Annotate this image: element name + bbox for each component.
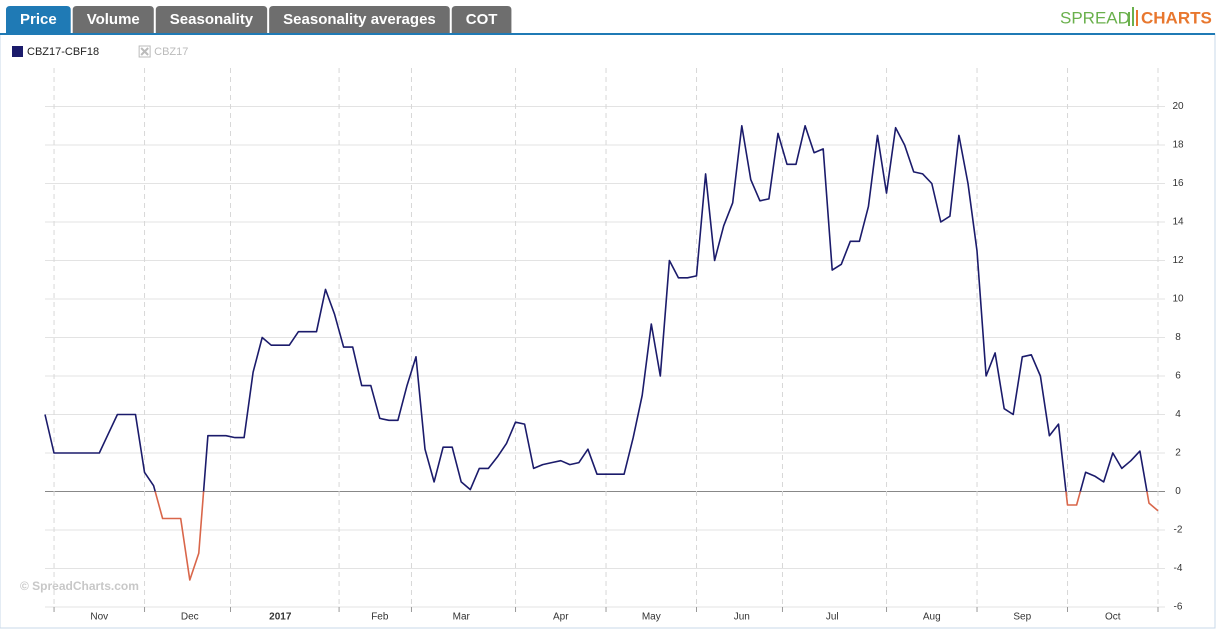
y-tick-label: 18: [1172, 140, 1184, 151]
x-tick-label: May: [642, 612, 661, 623]
logo-icon: [1136, 10, 1138, 26]
legend-swatch[interactable]: [12, 46, 23, 57]
x-tick-label: Dec: [181, 612, 199, 623]
tab[interactable]: [155, 6, 268, 33]
y-tick-label: 4: [1175, 409, 1181, 420]
tab-label[interactable]: Seasonality: [170, 11, 254, 28]
watermark: © SpreadCharts.com: [20, 579, 139, 593]
x-tick-label: Mar: [453, 612, 471, 623]
logo-text: SPREAD: [1060, 8, 1130, 27]
y-tick-label: 2: [1175, 448, 1181, 459]
y-tick-label: 14: [1172, 217, 1184, 228]
legend-swatch[interactable]: [140, 47, 149, 56]
tab-label[interactable]: Volume: [87, 11, 140, 28]
x-tick-label: Oct: [1105, 612, 1121, 623]
tab-bar: Price Volume Seasonality Seasonality averag…: [6, 6, 512, 33]
tab[interactable]: [269, 6, 450, 33]
x-tick-label: Jun: [734, 612, 750, 623]
tab-label[interactable]: COT: [466, 11, 498, 28]
y-tick-label: 12: [1172, 255, 1184, 266]
x-tick-label: Jul: [826, 612, 839, 623]
y-tick-label: -6: [1174, 602, 1183, 613]
legend: CBZ17-CBF18 CBZ17: [12, 45, 188, 58]
x-tick-label: Nov: [90, 612, 108, 623]
price-line: [44, 125, 1159, 581]
x-tick-label: Apr: [553, 612, 569, 623]
logo-icon: [1128, 12, 1130, 26]
logo-icon: [1132, 7, 1134, 26]
tab-label[interactable]: Price: [20, 11, 57, 28]
y-tick-label: 10: [1172, 294, 1184, 305]
tab[interactable]: [72, 6, 154, 33]
tab-label[interactable]: Seasonality averages: [283, 11, 436, 28]
legend-label[interactable]: CBZ17-CBF18: [27, 46, 99, 58]
y-tick-label: -4: [1174, 563, 1183, 574]
logo-text: CHARTS: [1141, 8, 1212, 27]
tab[interactable]: [451, 6, 512, 33]
x-tick-label: Feb: [371, 612, 389, 623]
x-tick-label: Aug: [923, 612, 941, 623]
y-tick-label: 0: [1175, 486, 1181, 497]
x-tick-label: Sep: [1013, 612, 1031, 623]
logo: SPREAD CHARTS: [1060, 7, 1212, 27]
x-tick-label: 2017: [269, 612, 292, 623]
y-tick-label: 8: [1175, 332, 1181, 343]
chart-frame: [0, 33, 1216, 629]
tab[interactable]: [6, 6, 71, 33]
y-tick-label: 20: [1172, 101, 1184, 112]
y-tick-label: -2: [1174, 525, 1183, 536]
legend-label[interactable]: CBZ17: [154, 46, 188, 58]
y-tick-label: 16: [1172, 178, 1184, 189]
y-tick-label: 6: [1175, 371, 1181, 382]
